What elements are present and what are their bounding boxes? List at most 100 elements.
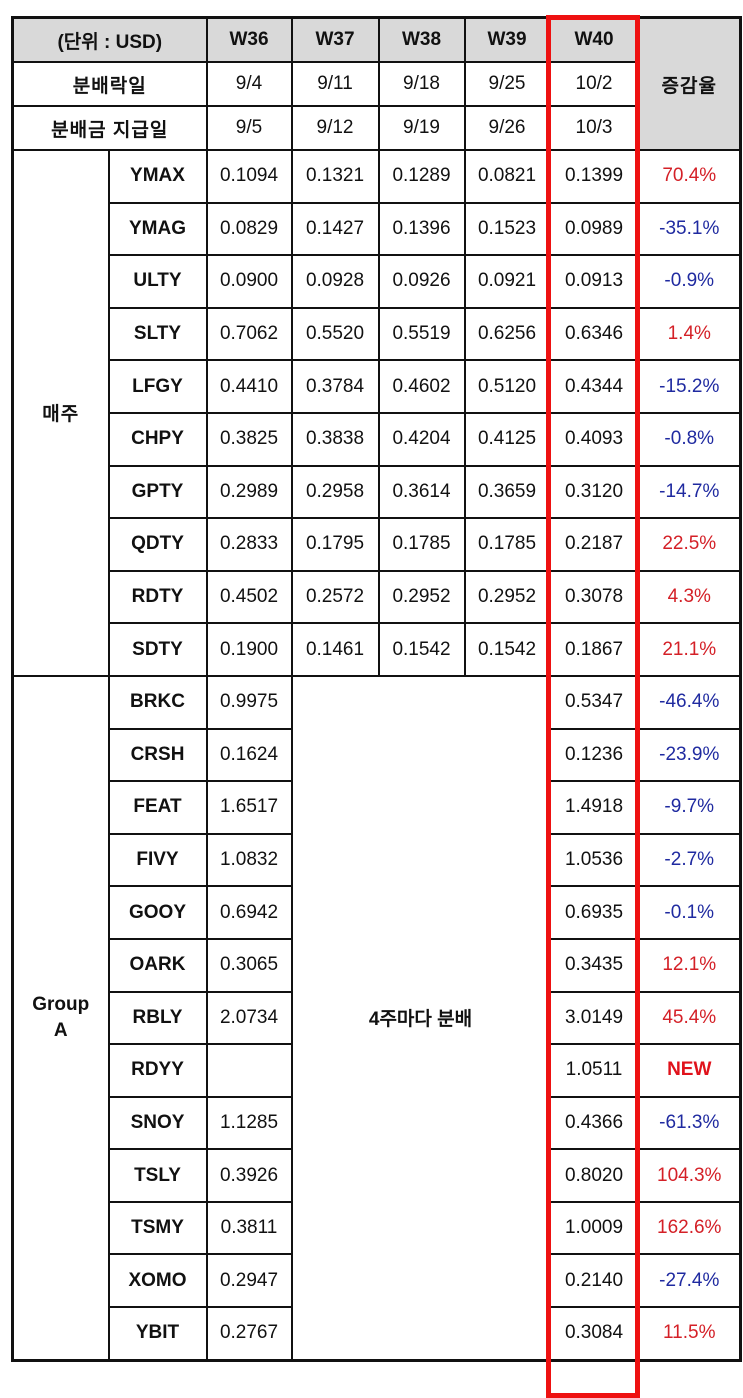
ticker: CRSH [107,727,208,783]
distribution-value-w36: 2.0734 [205,990,293,1046]
change-rate: 104.3% [637,1148,742,1203]
distribution-value: 0.0900 [205,254,293,309]
distribution-value: 0.5120 [463,359,551,414]
change-rate: -61.3% [637,1095,742,1151]
distribution-value: 0.0829 [205,201,293,257]
table-row: RDTY 0.4502 0.2572 0.2952 0.2952 0.3078 4.3% [13,569,742,625]
distribution-value: 0.1785 [377,517,466,572]
pay-date-w37: 9/12 [290,105,380,151]
distribution-value-w36: 0.1624 [205,727,293,783]
ticker: GOOY [107,885,208,940]
ex-date-label: 분배락일 [11,61,208,107]
table-row: RBLY 2.0734 3.0149 45.4% [13,990,742,1046]
distribution-value: 0.6256 [463,306,551,362]
distribution-value-w40: 0.2140 [548,1253,640,1309]
change-rate: -35.1% [637,201,742,257]
every-4-weeks-note: 4주마다 분배 [290,674,551,1361]
distribution-value: 0.2572 [290,569,380,625]
ticker: RBLY [107,990,208,1046]
change-rate: 21.1% [637,622,742,677]
distribution-value-w36: 0.2767 [205,1306,293,1362]
ex-date-w40: 10/2 [548,61,640,107]
pay-date-w36: 9/5 [205,105,293,151]
change-rate: 4.3% [637,569,742,625]
distribution-value: 0.4125 [463,411,551,467]
change-rate: 1.4% [637,306,742,362]
ticker: YMAG [107,201,208,257]
table-row: XOMO 0.2947 0.2140 -27.4% [13,1253,742,1309]
group-label-weekly: 매주 [11,149,110,677]
ex-date-w37: 9/11 [290,61,380,107]
table-row: LFGY 0.4410 0.3784 0.4602 0.5120 0.4344 -15.2% [13,359,742,414]
distribution-value-w36: 0.3811 [205,1200,293,1256]
table-row: TSLY 0.3926 0.8020 104.3% [13,1148,742,1203]
table-row: SLTY 0.7062 0.5520 0.5519 0.6256 0.6346 1.4% [13,306,742,362]
distribution-value: 0.4410 [205,359,293,414]
pay-date-w38: 9/19 [377,105,466,151]
distribution-value: 0.1399 [548,149,640,204]
ticker: FIVY [107,832,208,888]
distribution-value: 0.0926 [377,254,466,309]
distribution-value-w40: 3.0149 [548,990,640,1046]
ticker: ULTY [107,254,208,309]
change-rate: -9.7% [637,780,742,835]
ticker: SNOY [107,1095,208,1151]
distribution-value: 0.1523 [463,201,551,257]
pay-date-w40: 10/3 [548,105,640,151]
change-rate: 45.4% [637,990,742,1046]
distribution-value-w40: 0.3435 [548,937,640,993]
ticker: QDTY [107,517,208,572]
ticker: BRKC [107,674,208,730]
distribution-value: 0.1900 [205,622,293,677]
change-rate: 12.1% [637,937,742,993]
table-row: YBIT 0.2767 0.3084 11.5% [13,1306,742,1362]
pay-date-label: 분배금 지급일 [11,105,208,151]
ticker: YMAX [107,149,208,204]
distribution-value: 0.2958 [290,464,380,520]
distribution-value: 0.4093 [548,411,640,467]
distribution-value-w36: 0.9975 [205,674,293,730]
group-label-line2: A [53,1019,68,1041]
distribution-value: 0.2952 [377,569,466,625]
distribution-value: 0.2187 [548,517,640,572]
distribution-value: 0.0913 [548,254,640,309]
ticker: SDTY [107,622,208,677]
change-rate: -0.8% [637,411,742,467]
distribution-value-w36: 0.3926 [205,1148,293,1203]
change-rate: -46.4% [637,674,742,730]
change-rate: -14.7% [637,464,742,520]
pay-date-w39: 9/26 [463,105,551,151]
distribution-value: 0.4344 [548,359,640,414]
distribution-value: 0.2833 [205,517,293,572]
distribution-value-w40: 0.4366 [548,1095,640,1151]
distribution-value: 0.3838 [290,411,380,467]
distribution-value: 0.0928 [290,254,380,309]
distribution-value: 0.4602 [377,359,466,414]
table-row: Group A BRKC 0.9975 4주마다 분배 0.5347 -46.4% [11,674,742,1362]
change-rate: -0.1% [637,885,742,940]
distribution-value-w36 [205,1043,293,1098]
distribution-value: 0.1427 [290,201,380,257]
week-header-w36: W36 [205,16,293,63]
ticker: LFGY [107,359,208,414]
distribution-value: 0.4204 [377,411,466,467]
distribution-value: 0.4502 [205,569,293,625]
distribution-value-w36: 0.2947 [205,1253,293,1309]
group-label-line1: Group [32,993,90,1015]
distribution-value: 0.1542 [377,622,466,677]
distribution-value: 0.3825 [205,411,293,467]
distribution-value-w40: 1.0009 [548,1200,640,1256]
distribution-value: 0.3614 [377,464,466,520]
distribution-value: 0.3784 [290,359,380,414]
change-rate: -2.7% [637,832,742,888]
distribution-value: 0.1867 [548,622,640,677]
table-row: QDTY 0.2833 0.1795 0.1785 0.1785 0.2187 22.5% [13,517,742,572]
table-row: 매주 YMAX 0.1094 0.1321 0.1289 0.0821 0.1399 70.4… [11,149,742,677]
change-rate: -23.9% [637,727,742,783]
distribution-value: 0.6346 [548,306,640,362]
week-header-w37: W37 [290,16,380,63]
distribution-value: 0.5519 [377,306,466,362]
change-rate: 162.6% [637,1200,742,1256]
distribution-value: 0.1795 [290,517,380,572]
unit-label: (단위 : USD) [11,16,208,63]
